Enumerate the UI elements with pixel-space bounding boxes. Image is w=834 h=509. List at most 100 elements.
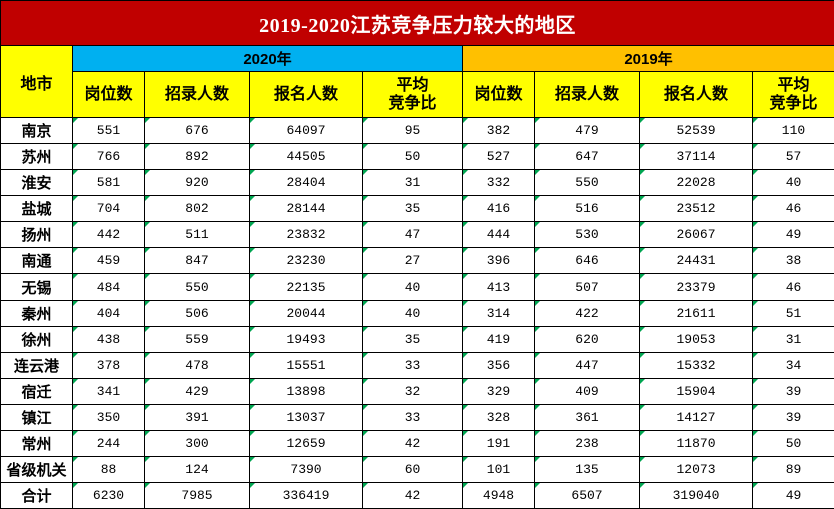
- applicants-2019-cell: 22028: [639, 169, 753, 197]
- recruits-2019-cell: 646: [534, 247, 640, 275]
- recruits-2020-cell: 920: [144, 169, 250, 197]
- applicants-2019-cell: 21611: [639, 299, 753, 327]
- positions-2019-cell: 444: [462, 221, 535, 249]
- applicants-2019-cell: 23512: [639, 195, 753, 223]
- table-row: 常州 244 300 12659 42 191 238 11870 50: [0, 429, 834, 457]
- positions-2020-cell: 484: [72, 273, 145, 301]
- ratio-2019-cell: 51: [752, 299, 834, 327]
- recruits-2020-cell: 391: [144, 403, 250, 431]
- ratio-2019-cell: 89: [752, 455, 834, 483]
- ratio-2019-cell: 40: [752, 169, 834, 197]
- ratio-2019-cell: 50: [752, 429, 834, 457]
- applicants-2019-cell: 37114: [639, 143, 753, 171]
- ratio-2020-cell: 42: [362, 429, 463, 457]
- ratio-2020-cell: 40: [362, 299, 463, 327]
- city-column-header: 地市: [0, 45, 73, 119]
- city-cell: 徐州: [0, 325, 73, 353]
- applicants-2019-cell: 12073: [639, 455, 753, 483]
- positions-2019-cell: 332: [462, 169, 535, 197]
- applicants-2020-cell: 12659: [249, 429, 363, 457]
- recruits-2020-cell: 478: [144, 351, 250, 379]
- recruits-2019-cell: 550: [534, 169, 640, 197]
- recruits-2019-cell: 479: [534, 117, 640, 145]
- positions-2020-cell: 581: [72, 169, 145, 197]
- table-row: 合计 6230 7985 336419 42 4948 6507 319040 49: [0, 481, 834, 509]
- table-row: 徐州 438 559 19493 35 419 620 19053 31: [0, 325, 834, 353]
- positions-2020-cell: 6230: [72, 481, 145, 509]
- applicants-2019-cell: 24431: [639, 247, 753, 275]
- positions-2019-cell: 527: [462, 143, 535, 171]
- positions-2020-cell: 442: [72, 221, 145, 249]
- recruits-2019-cell: 530: [534, 221, 640, 249]
- ratio-2020-cell: 95: [362, 117, 463, 145]
- positions-2019-cell: 328: [462, 403, 535, 431]
- ratio-2019-header-line2: 竞争比: [769, 94, 818, 112]
- ratio-2020-cell: 35: [362, 195, 463, 223]
- table-row: 镇江 350 391 13037 33 328 361 14127 39: [0, 403, 834, 431]
- year-2020-group-header: 2020年: [72, 45, 463, 73]
- applicants-2019-cell: 23379: [639, 273, 753, 301]
- applicants-2020-cell: 23230: [249, 247, 363, 275]
- ratio-2020-header: 平均 竞争比: [362, 71, 463, 119]
- ratio-2020-header-line2: 竞争比: [388, 94, 437, 112]
- applicants-2019-header: 报名人数: [639, 71, 753, 119]
- ratio-2020-cell: 33: [362, 403, 463, 431]
- ratio-2019-cell: 31: [752, 325, 834, 353]
- recruits-2020-cell: 550: [144, 273, 250, 301]
- recruits-2019-header: 招录人数: [534, 71, 640, 119]
- positions-2020-cell: 404: [72, 299, 145, 327]
- applicants-2019-cell: 11870: [639, 429, 753, 457]
- table-row: 淮安 581 920 28404 31 332 550 22028 40: [0, 169, 834, 197]
- recruits-2020-cell: 7985: [144, 481, 250, 509]
- city-cell: 扬州: [0, 221, 73, 249]
- ratio-2020-cell: 31: [362, 169, 463, 197]
- table-row: 宿迁 341 429 13898 32 329 409 15904 39: [0, 377, 834, 405]
- ratio-2020-cell: 33: [362, 351, 463, 379]
- positions-2019-cell: 356: [462, 351, 535, 379]
- recruits-2019-cell: 409: [534, 377, 640, 405]
- ratio-2019-header: 平均 竞争比: [752, 71, 834, 119]
- recruits-2020-cell: 506: [144, 299, 250, 327]
- positions-2019-cell: 101: [462, 455, 535, 483]
- recruits-2020-cell: 847: [144, 247, 250, 275]
- city-cell: 合计: [0, 481, 73, 509]
- applicants-2020-cell: 7390: [249, 455, 363, 483]
- recruits-2020-cell: 124: [144, 455, 250, 483]
- applicants-2019-cell: 26067: [639, 221, 753, 249]
- recruits-2019-cell: 6507: [534, 481, 640, 509]
- positions-2020-cell: 88: [72, 455, 145, 483]
- ratio-2019-cell: 34: [752, 351, 834, 379]
- positions-2019-cell: 191: [462, 429, 535, 457]
- recruits-2019-cell: 422: [534, 299, 640, 327]
- ratio-2019-cell: 39: [752, 403, 834, 431]
- applicants-2020-cell: 44505: [249, 143, 363, 171]
- table-title: 2019-2020江苏竞争压力较大的地区: [0, 0, 834, 47]
- positions-2019-cell: 4948: [462, 481, 535, 509]
- applicants-2020-cell: 15551: [249, 351, 363, 379]
- applicants-2020-cell: 336419: [249, 481, 363, 509]
- positions-2020-cell: 704: [72, 195, 145, 223]
- table-row: 苏州 766 892 44505 50 527 647 37114 57: [0, 143, 834, 171]
- ratio-2020-cell: 50: [362, 143, 463, 171]
- positions-2020-cell: 378: [72, 351, 145, 379]
- positions-2020-cell: 341: [72, 377, 145, 405]
- table-row: 南通 459 847 23230 27 396 646 24431 38: [0, 247, 834, 275]
- city-cell: 南京: [0, 117, 73, 145]
- year-2019-group-header: 2019年: [462, 45, 834, 73]
- positions-2020-cell: 244: [72, 429, 145, 457]
- city-cell: 连云港: [0, 351, 73, 379]
- ratio-2019-cell: 57: [752, 143, 834, 171]
- table-row: 扬州 442 511 23832 47 444 530 26067 49: [0, 221, 834, 249]
- ratio-2019-cell: 110: [752, 117, 834, 145]
- ratio-2019-cell: 38: [752, 247, 834, 275]
- recruits-2020-cell: 429: [144, 377, 250, 405]
- positions-2020-cell: 438: [72, 325, 145, 353]
- recruits-2020-cell: 802: [144, 195, 250, 223]
- ratio-2019-cell: 39: [752, 377, 834, 405]
- applicants-2019-cell: 14127: [639, 403, 753, 431]
- applicants-2020-cell: 13898: [249, 377, 363, 405]
- applicants-2020-cell: 28404: [249, 169, 363, 197]
- applicants-2020-cell: 64097: [249, 117, 363, 145]
- ratio-2019-cell: 46: [752, 273, 834, 301]
